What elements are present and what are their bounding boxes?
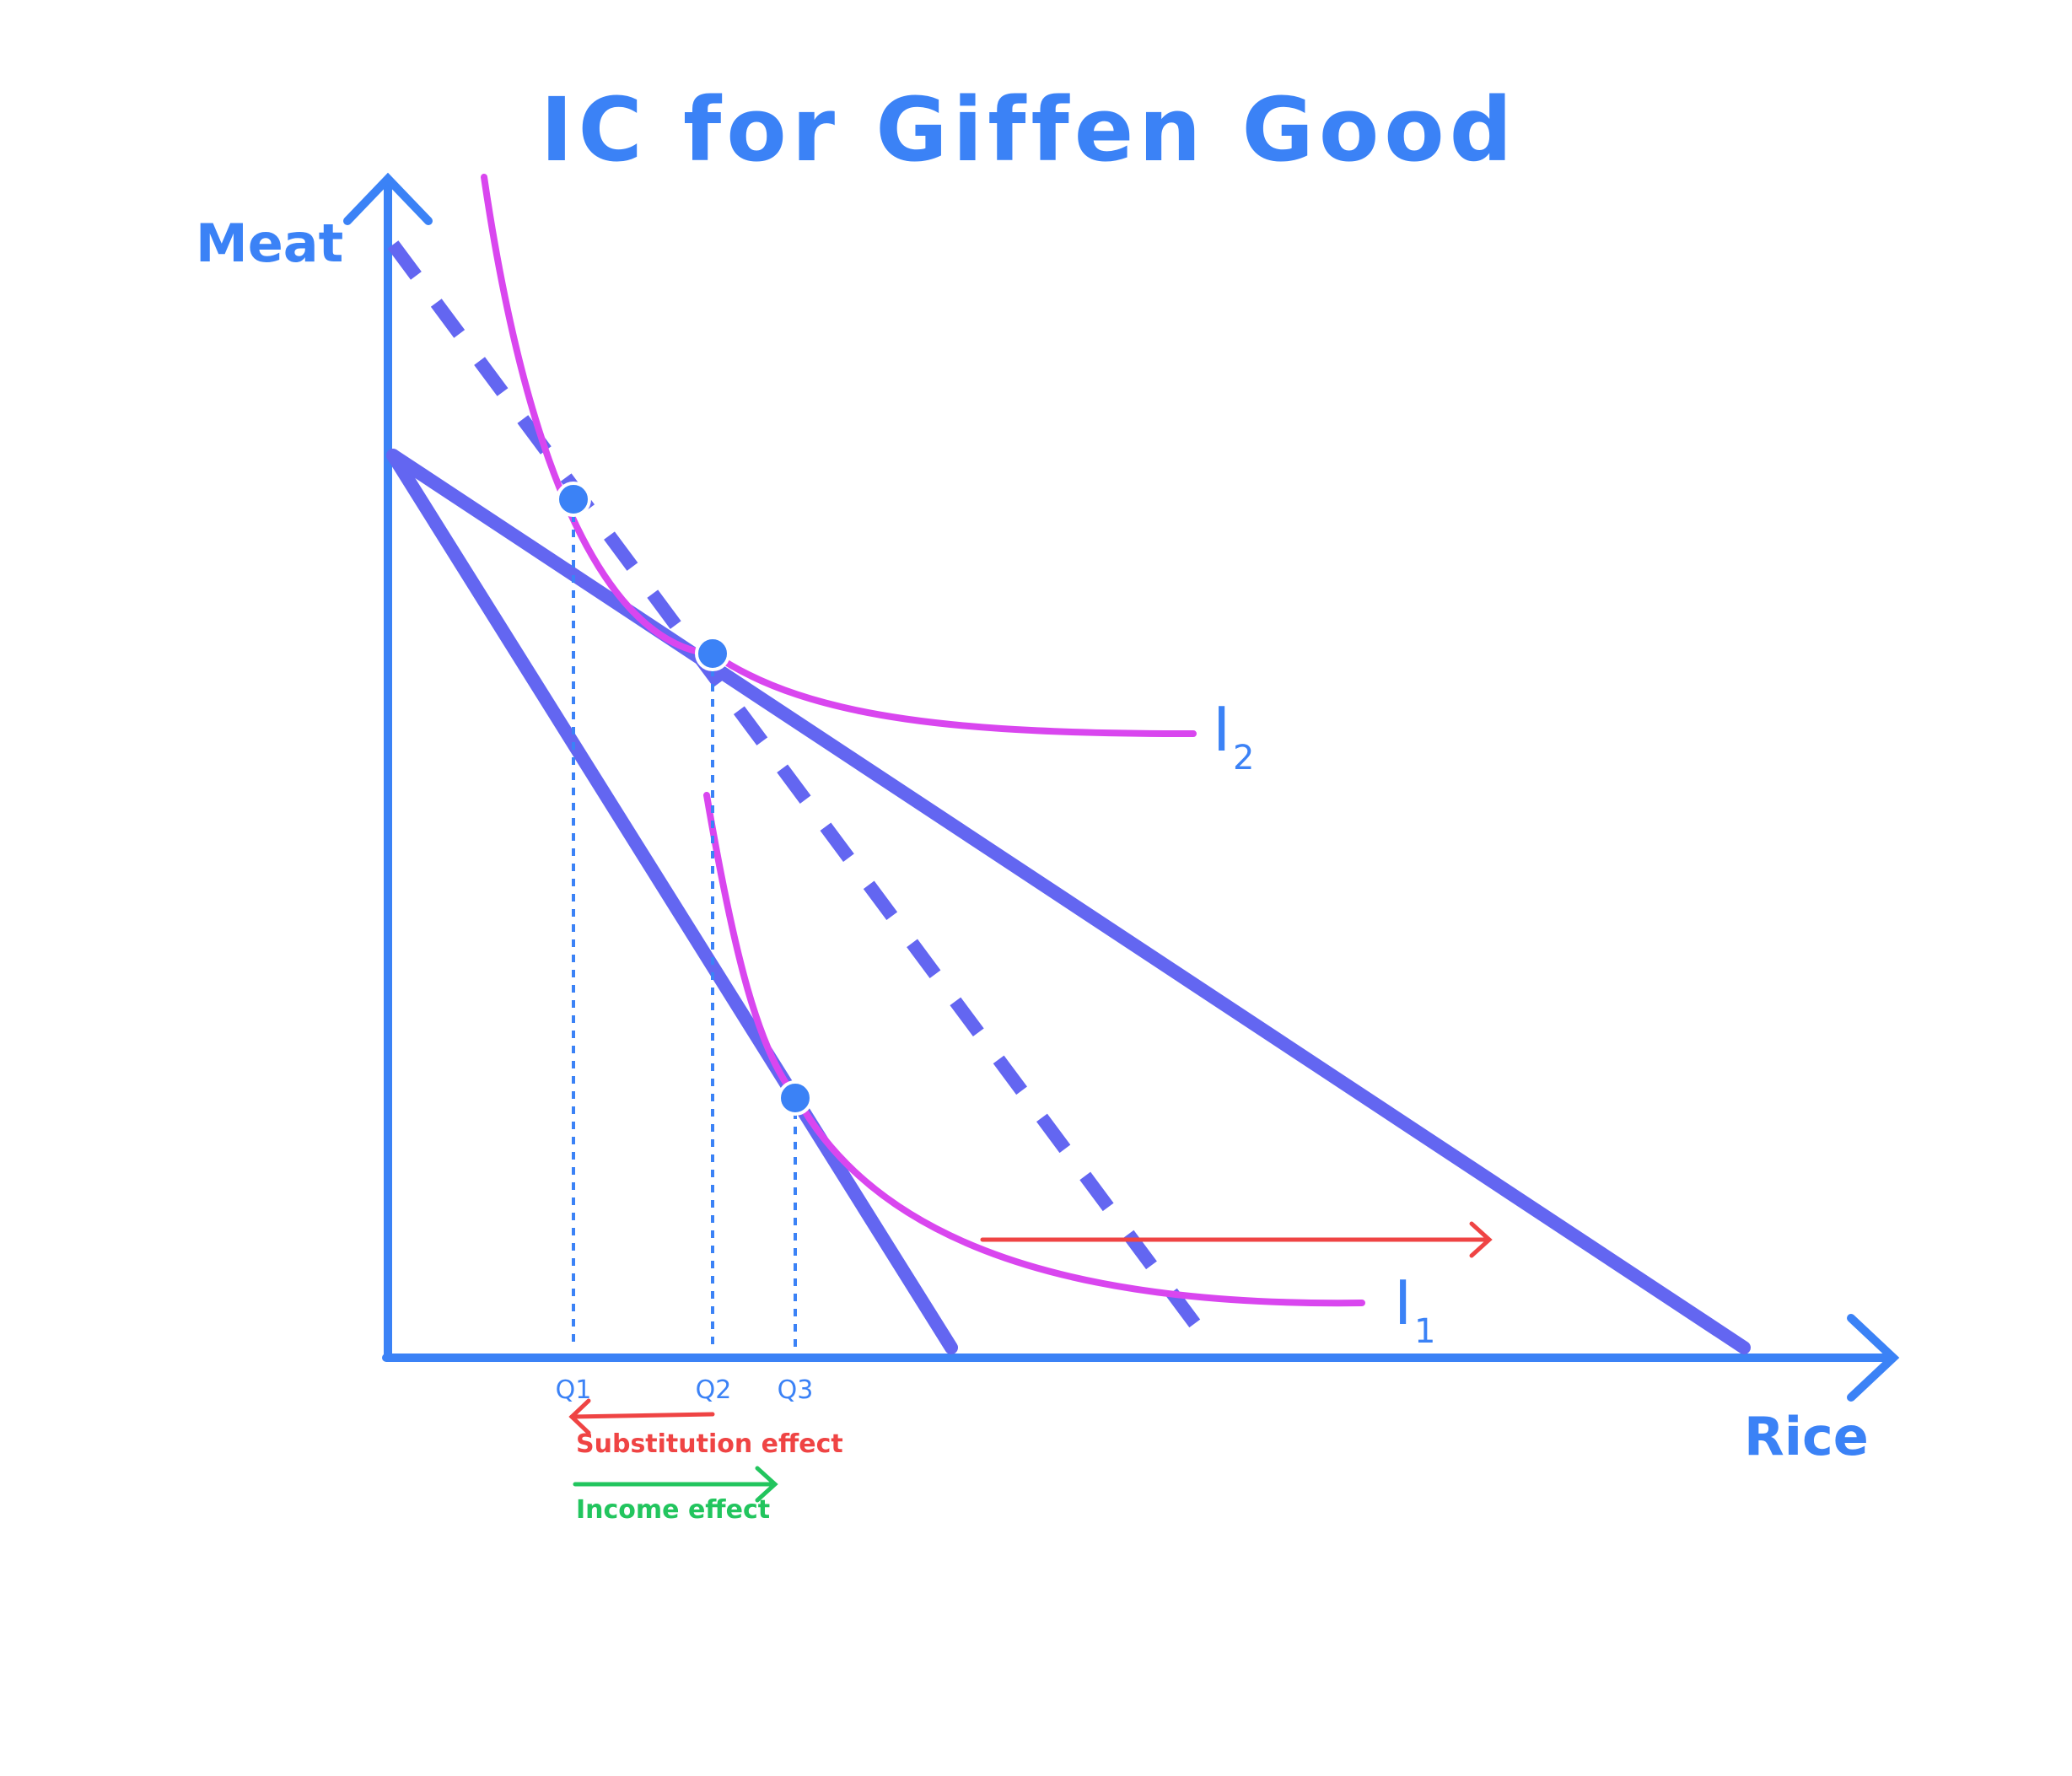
substitution-effect-label: Substitution effect	[576, 1429, 843, 1459]
curve-label-i2-subscript: 2	[1233, 739, 1254, 778]
equilibrium-point-2	[695, 636, 730, 671]
axes	[343, 172, 1900, 1402]
curve-label-i2-letter: I	[1213, 694, 1230, 765]
tick-label-q1: Q1	[556, 1375, 592, 1405]
new-budget-line	[386, 449, 1751, 1354]
equilibrium-point-1	[556, 482, 591, 517]
substitution-arrow-shaft	[569, 1412, 715, 1419]
substitution-effect-arrow	[568, 1398, 715, 1435]
budget-lines	[386, 240, 1751, 1354]
curve-label-i1-letter: I	[1394, 1267, 1412, 1338]
compensated-budget-line	[387, 240, 1219, 1352]
curve-label-i1-subscript: 1	[1414, 1312, 1435, 1351]
tick-label-q2: Q2	[696, 1375, 732, 1405]
indifference-curve-i2	[481, 174, 1197, 737]
substitution-arrow-head	[568, 1398, 591, 1435]
tick-label-q3: Q3	[778, 1375, 814, 1405]
income-arrow-head	[755, 1466, 778, 1503]
equilibrium-points	[556, 482, 813, 1116]
x-axis-arrowhead	[1847, 1314, 1900, 1402]
equilibrium-point-3	[778, 1080, 813, 1116]
quantity-ticks: Q1 Q2 Q3	[556, 1375, 814, 1405]
quantity-drop-lines	[572, 499, 797, 1349]
price-change-arrow-head	[1469, 1221, 1493, 1258]
indifference-curve-i1	[703, 792, 1365, 1307]
y-axis-arrowhead	[343, 172, 433, 225]
x-axis-label: Rice	[1744, 1406, 1869, 1467]
curve-label-i2: I 2	[1213, 694, 1254, 778]
income-effect-arrow	[573, 1466, 778, 1503]
income-effect-label: Income effect	[576, 1495, 770, 1525]
curve-label-i1: I 1	[1394, 1267, 1435, 1351]
y-axis-label: Meat	[196, 213, 343, 274]
price-change-arrow	[980, 1221, 1493, 1258]
original-budget-line	[386, 449, 958, 1354]
diagram-title: IC for Giffen Good	[541, 78, 1517, 181]
